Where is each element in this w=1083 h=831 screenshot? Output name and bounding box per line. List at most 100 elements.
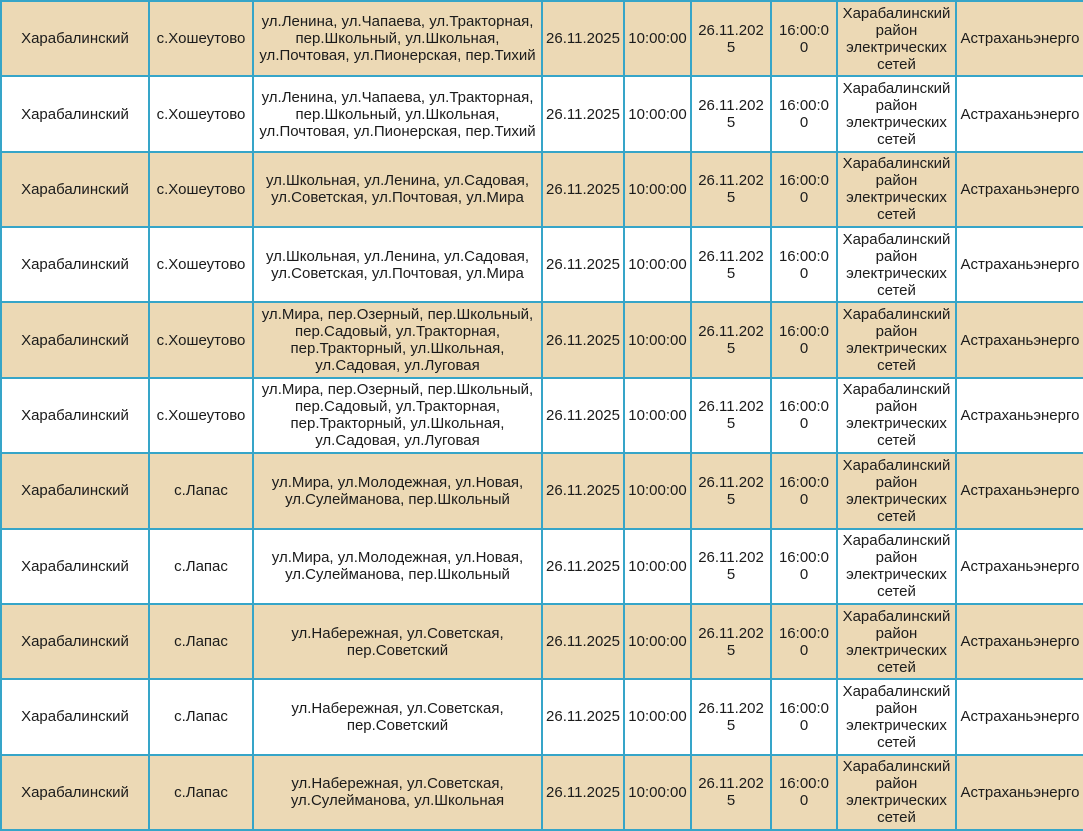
cell-district: Харабалинский	[0, 602, 150, 681]
cell-end-date: 26.11.2025	[690, 301, 772, 379]
cell-start-time: 10:00:00	[623, 226, 692, 304]
cell-network-org: Харабалинский район электрических сетей	[836, 678, 957, 756]
cell-end-date: 26.11.2025	[690, 602, 772, 681]
table-row: Харабалинский с.Лапас ул.Набережная, ул.…	[0, 602, 1083, 681]
cell-settlement: с.Лапас	[148, 602, 254, 681]
cell-start-time: 10:00:00	[623, 452, 692, 530]
cell-district: Харабалинский	[0, 226, 150, 304]
cell-settlement: с.Хошеутово	[148, 226, 254, 304]
cell-end-date: 26.11.2025	[690, 0, 772, 78]
cell-energy-company: Астраханьэнерго	[955, 301, 1083, 379]
cell-end-time: 16:00:00	[770, 602, 838, 681]
cell-end-date: 26.11.2025	[690, 376, 772, 455]
cell-end-time: 16:00:00	[770, 150, 838, 229]
cell-settlement: с.Хошеутово	[148, 75, 254, 153]
cell-end-time: 16:00:00	[770, 0, 838, 78]
cell-settlement: с.Хошеутово	[148, 150, 254, 229]
cell-energy-company: Астраханьэнерго	[955, 150, 1083, 229]
cell-start-date: 26.11.2025	[541, 0, 625, 78]
cell-energy-company: Астраханьэнерго	[955, 226, 1083, 304]
cell-district: Харабалинский	[0, 527, 150, 605]
cell-start-time: 10:00:00	[623, 753, 692, 831]
cell-network-org: Харабалинский район электрических сетей	[836, 0, 957, 78]
cell-start-date: 26.11.2025	[541, 602, 625, 681]
cell-start-date: 26.11.2025	[541, 452, 625, 530]
cell-start-time: 10:00:00	[623, 150, 692, 229]
cell-end-time: 16:00:00	[770, 678, 838, 756]
cell-start-date: 26.11.2025	[541, 150, 625, 229]
cell-start-time: 10:00:00	[623, 602, 692, 681]
cell-settlement: с.Хошеутово	[148, 376, 254, 455]
cell-streets: ул.Мира, пер.Озерный, пер.Школьный, пер.…	[252, 301, 543, 379]
cell-end-time: 16:00:00	[770, 376, 838, 455]
cell-end-time: 16:00:00	[770, 753, 838, 831]
cell-start-date: 26.11.2025	[541, 678, 625, 756]
cell-network-org: Харабалинский район электрических сетей	[836, 527, 957, 605]
cell-settlement: с.Лапас	[148, 678, 254, 756]
cell-end-time: 16:00:00	[770, 75, 838, 153]
cell-end-date: 26.11.2025	[690, 75, 772, 153]
cell-district: Харабалинский	[0, 150, 150, 229]
cell-start-time: 10:00:00	[623, 301, 692, 379]
cell-settlement: с.Хошеутово	[148, 301, 254, 379]
table-row: Харабалинский с.Хошеутово ул.Мира, пер.О…	[0, 376, 1083, 455]
cell-district: Харабалинский	[0, 376, 150, 455]
cell-streets: ул.Мира, пер.Озерный, пер.Школьный, пер.…	[252, 376, 543, 455]
cell-network-org: Харабалинский район электрических сетей	[836, 753, 957, 831]
cell-network-org: Харабалинский район электрических сетей	[836, 602, 957, 681]
cell-start-time: 10:00:00	[623, 0, 692, 78]
cell-energy-company: Астраханьэнерго	[955, 753, 1083, 831]
cell-district: Харабалинский	[0, 75, 150, 153]
table-row: Харабалинский с.Хошеутово ул.Школьная, у…	[0, 226, 1083, 304]
table-row: Харабалинский с.Хошеутово ул.Ленина, ул.…	[0, 75, 1083, 153]
cell-district: Харабалинский	[0, 678, 150, 756]
cell-network-org: Харабалинский район электрических сетей	[836, 226, 957, 304]
cell-settlement: с.Лапас	[148, 527, 254, 605]
cell-energy-company: Астраханьэнерго	[955, 0, 1083, 78]
cell-start-time: 10:00:00	[623, 678, 692, 756]
cell-energy-company: Астраханьэнерго	[955, 452, 1083, 530]
cell-streets: ул.Набережная, ул.Советская, пер.Советск…	[252, 602, 543, 681]
cell-energy-company: Астраханьэнерго	[955, 376, 1083, 455]
cell-energy-company: Астраханьэнерго	[955, 602, 1083, 681]
cell-start-date: 26.11.2025	[541, 376, 625, 455]
cell-end-date: 26.11.2025	[690, 226, 772, 304]
cell-settlement: с.Хошеутово	[148, 0, 254, 78]
table-row: Харабалинский с.Лапас ул.Набережная, ул.…	[0, 753, 1083, 831]
cell-streets: ул.Набережная, ул.Советская, пер.Советск…	[252, 678, 543, 756]
cell-district: Харабалинский	[0, 452, 150, 530]
cell-settlement: с.Лапас	[148, 753, 254, 831]
cell-network-org: Харабалинский район электрических сетей	[836, 75, 957, 153]
cell-settlement: с.Лапас	[148, 452, 254, 530]
cell-start-time: 10:00:00	[623, 376, 692, 455]
table-row: Харабалинский с.Хошеутово ул.Мира, пер.О…	[0, 301, 1083, 379]
cell-start-date: 26.11.2025	[541, 527, 625, 605]
cell-start-date: 26.11.2025	[541, 226, 625, 304]
cell-start-time: 10:00:00	[623, 527, 692, 605]
cell-streets: ул.Набережная, ул.Советская, ул.Сулейман…	[252, 753, 543, 831]
cell-streets: ул.Школьная, ул.Ленина, ул.Садовая, ул.С…	[252, 150, 543, 229]
cell-end-time: 16:00:00	[770, 226, 838, 304]
cell-end-date: 26.11.2025	[690, 527, 772, 605]
cell-network-org: Харабалинский район электрических сетей	[836, 452, 957, 530]
cell-end-date: 26.11.2025	[690, 150, 772, 229]
cell-streets: ул.Мира, ул.Молодежная, ул.Новая, ул.Сул…	[252, 527, 543, 605]
cell-end-time: 16:00:00	[770, 527, 838, 605]
cell-streets: ул.Ленина, ул.Чапаева, ул.Тракторная, пе…	[252, 0, 543, 78]
table-row: Харабалинский с.Хошеутово ул.Школьная, у…	[0, 150, 1083, 229]
cell-start-date: 26.11.2025	[541, 75, 625, 153]
cell-district: Харабалинский	[0, 0, 150, 78]
table-row: Харабалинский с.Лапас ул.Мира, ул.Молоде…	[0, 527, 1083, 605]
cell-streets: ул.Школьная, ул.Ленина, ул.Садовая, ул.С…	[252, 226, 543, 304]
cell-streets: ул.Мира, ул.Молодежная, ул.Новая, ул.Сул…	[252, 452, 543, 530]
cell-district: Харабалинский	[0, 301, 150, 379]
cell-network-org: Харабалинский район электрических сетей	[836, 376, 957, 455]
table-row: Харабалинский с.Лапас ул.Набережная, ул.…	[0, 678, 1083, 756]
cell-end-date: 26.11.2025	[690, 452, 772, 530]
table-row: Харабалинский с.Лапас ул.Мира, ул.Молоде…	[0, 452, 1083, 530]
cell-start-date: 26.11.2025	[541, 301, 625, 379]
cell-end-date: 26.11.2025	[690, 678, 772, 756]
cell-network-org: Харабалинский район электрических сетей	[836, 301, 957, 379]
cell-network-org: Харабалинский район электрических сетей	[836, 150, 957, 229]
cell-start-date: 26.11.2025	[541, 753, 625, 831]
